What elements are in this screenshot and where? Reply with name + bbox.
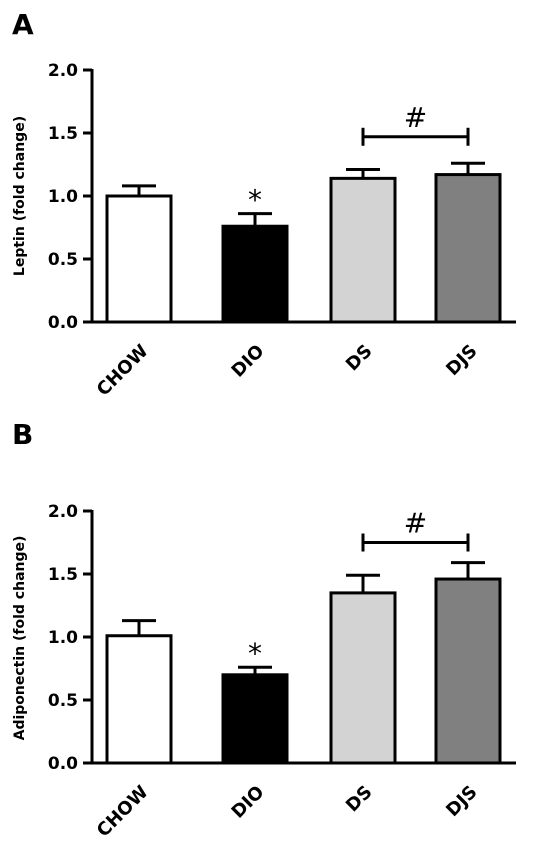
panel-a-y-tick-label: 2.0 — [48, 61, 78, 81]
panel-a-category-label: DS — [342, 341, 377, 376]
panel-a-y-tick-label: 1.5 — [48, 124, 78, 144]
panel-a-bar-chow — [105, 194, 173, 324]
panel-a-bar-ds — [329, 176, 397, 324]
panel-b-y-tick-label: 2.0 — [48, 502, 78, 522]
panel-b-significance-hash: # — [404, 507, 427, 540]
panel-b: B Adiponectin (fold change) CHOW DIO DS DJS… — [12, 418, 516, 841]
panel-a-category-label: DJS — [442, 341, 481, 380]
panel-b-y-axis-title: Adiponectin (fold change) — [12, 536, 28, 741]
panel-b-bar-djs — [434, 577, 502, 765]
panel-b-y-tick-label: 1.5 — [48, 565, 78, 585]
panel-a-category-label: CHOW — [93, 341, 153, 401]
panel-b-category-label: CHOW — [93, 782, 153, 842]
panel-b-y-tick-label: 0.5 — [48, 691, 78, 711]
panel-b-category-label: DJS — [442, 782, 481, 821]
panel-a-y-tick-label: 1.0 — [48, 187, 78, 207]
panel-a-bar-djs — [434, 173, 502, 324]
panel-a-label: A — [12, 8, 34, 41]
panel-b-y-tick-label: 0.0 — [48, 754, 78, 774]
panel-a-plot: CHOW DIO DS DJS 0.0 0.5 1.0 1.5 2.0 * # — [48, 61, 516, 400]
panel-a-bar-dio — [221, 224, 289, 324]
panel-a: A Leptin (fold change) CHOW DIO DS DJS 0.0 0.… — [12, 8, 516, 400]
panel-b-significance-star: * — [248, 637, 262, 670]
panel-a-y-axis-title: Leptin (fold change) — [12, 116, 28, 276]
panel-b-plot: CHOW DIO DS DJS 0.0 0.5 1.0 1.5 2.0 * # — [48, 502, 516, 841]
panel-a-y-tick-label: 0.5 — [48, 250, 78, 270]
panel-b-bar-ds — [329, 591, 397, 765]
panel-b-category-label: DS — [342, 782, 377, 817]
panel-b-y-tick-label: 1.0 — [48, 628, 78, 648]
panel-b-bar-dio — [221, 673, 289, 765]
panel-a-significance-hash: # — [404, 101, 427, 134]
panel-b-bar-chow — [105, 634, 173, 765]
panel-b-category-label: DIO — [228, 782, 269, 823]
panel-a-significance-star: * — [248, 184, 262, 217]
panel-a-category-label: DIO — [228, 341, 269, 382]
panel-a-y-tick-label: 0.0 — [48, 313, 78, 333]
panel-b-label: B — [12, 418, 33, 451]
